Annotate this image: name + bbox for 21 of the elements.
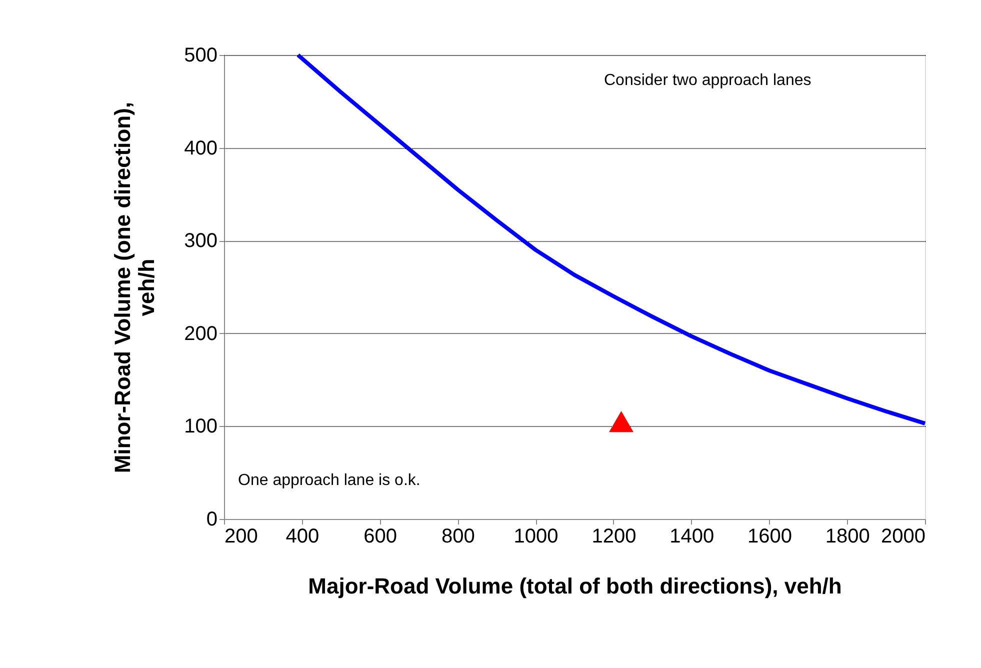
x-tick-label: 1600 — [747, 526, 792, 548]
annotation: One approach lane is o.k. — [238, 472, 420, 489]
annotation: Consider two approach lanes — [604, 72, 812, 89]
x-tick-label: 2000 — [881, 526, 926, 548]
x-tick-label: 800 — [441, 526, 475, 548]
x-tick-label: 1400 — [670, 526, 714, 548]
x-tick-label: 400 — [286, 526, 320, 548]
x-tick-label: 200 — [224, 526, 258, 548]
x-tick-label: 1200 — [592, 526, 636, 548]
x-tick-label: 1000 — [514, 526, 558, 548]
y-tick-label: 100 — [184, 416, 218, 438]
y-tick-label: 200 — [184, 322, 218, 345]
y-tick-label: 500 — [184, 44, 218, 66]
y-tick-label: 0 — [206, 508, 218, 530]
line-series — [296, 53, 927, 426]
y-tick-label: 300 — [184, 230, 218, 252]
x-tick-label: 600 — [364, 526, 397, 548]
y-axis-title: Minor-Road Volume (one direction), veh/h — [110, 102, 160, 474]
x-axis-title: Major-Road Volume (total of both directions), veh/h — [308, 574, 842, 598]
x-tick-label: 1800 — [825, 526, 870, 548]
y-tick-label: 400 — [184, 137, 218, 160]
